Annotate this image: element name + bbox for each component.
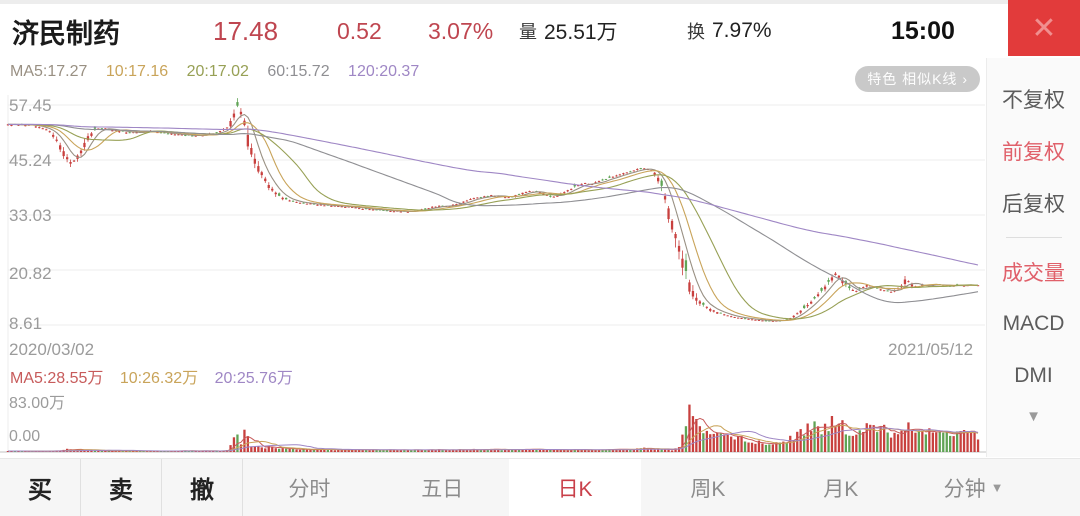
price-change-percent: 3.07% (428, 17, 494, 44)
y-axis-tick: 33.03 (9, 206, 52, 225)
quote-header: 济民制药 17.48 0.52 3.07% 量 25.51万 换 7.97% 1… (0, 0, 1080, 58)
turnover-group: 换 7.97% (687, 4, 772, 58)
kline-chart-area[interactable]: MA5:17.27 10:17.16 20:17.02 60:15.72 120… (0, 58, 986, 458)
tab-minute-label: 分钟 (943, 477, 986, 501)
stock-name: 济民制药 (12, 18, 120, 49)
vol-ma10-label: 10:26.32万 (119, 370, 199, 387)
sidebar-item-no-adjust[interactable]: 不复权 (1002, 89, 1065, 112)
ma60-label: 60:15.72 (267, 63, 330, 80)
ma10-label: 10:17.16 (105, 63, 169, 80)
tab-monthly-k[interactable]: 月K (823, 477, 859, 501)
bottom-toolbar: 买 卖 撤 分时 五日 日K 周K 月K 分钟 ▼ (0, 458, 1080, 516)
sidebar-item-volume[interactable]: 成交量 (1002, 262, 1065, 285)
ma120-label: 120:20.37 (348, 63, 420, 80)
badge-text: 特色 相似K线 (867, 71, 958, 87)
chevron-down-icon: ▼ (990, 480, 1004, 495)
quote-time: 15:00 (891, 16, 955, 45)
close-button[interactable]: ✕ (1008, 0, 1080, 56)
y-axis-tick: 45.24 (9, 151, 52, 170)
y-axis-tick: 57.45 (9, 96, 52, 115)
tab-minute-dropdown[interactable]: 分钟 ▼ (907, 459, 1040, 516)
volume-label: 量 (519, 22, 537, 42)
volume-ma-legend: MA5:28.55万 10:26.32万 20:25.76万 (10, 364, 305, 388)
x-axis-start-date: 2020/03/02 (9, 340, 95, 359)
turnover-label: 换 (687, 22, 705, 42)
period-tabs: 分时 五日 日K 周K 月K 分钟 ▼ (243, 459, 1080, 516)
top-edge-strip (0, 0, 1080, 4)
price-change: 0.52 (337, 17, 382, 44)
cancel-order-button[interactable]: 撤 (162, 459, 243, 516)
sidebar-divider (1005, 237, 1062, 238)
chevron-down-icon[interactable]: ▼ (1026, 408, 1041, 425)
sidebar-item-backward-adjust[interactable]: 后复权 (1002, 193, 1065, 216)
y-axis-tick: 20.82 (9, 264, 52, 283)
sidebar-item-forward-adjust[interactable]: 前复权 (1002, 141, 1065, 164)
buy-button[interactable]: 买 (0, 459, 81, 516)
vol-ma20-label: 20:25.76万 (214, 370, 293, 387)
close-icon: ✕ (1031, 11, 1057, 45)
chevron-right-icon: › (962, 71, 968, 87)
similar-kline-badge[interactable]: 特色 相似K线 › (855, 66, 980, 92)
volume-group: 量 25.51万 (519, 4, 618, 58)
price-ma-legend: MA5:17.27 10:17.16 20:17.02 60:15.72 120… (10, 63, 433, 81)
ma5-label: MA5:17.27 (10, 63, 88, 80)
tab-daily-k[interactable]: 日K (508, 459, 642, 516)
volume-value: 25.51万 (544, 21, 618, 44)
last-price: 17.48 (213, 15, 279, 46)
sidebar-item-dmi[interactable]: DMI (1014, 364, 1053, 387)
turnover-value: 7.97% (712, 19, 772, 42)
tab-intraday[interactable]: 分时 (288, 477, 331, 501)
volume-axis-max: 83.00万 (9, 395, 66, 412)
tab-five-day[interactable]: 五日 (421, 477, 464, 501)
chart-settings-sidebar: 不复权 前复权 后复权 成交量 MACD DMI ▼ (986, 58, 1080, 457)
volume-axis-zero: 0.00 (9, 428, 41, 445)
ma20-label: 20:17.02 (186, 63, 249, 80)
x-axis-end-date: 2021/05/12 (888, 340, 974, 359)
sell-button[interactable]: 卖 (81, 459, 162, 516)
vol-ma5-label: MA5:28.55万 (10, 370, 104, 387)
tab-weekly-k[interactable]: 周K (690, 477, 726, 501)
y-axis-tick: 8.61 (9, 314, 43, 333)
sidebar-item-macd[interactable]: MACD (1002, 312, 1065, 335)
